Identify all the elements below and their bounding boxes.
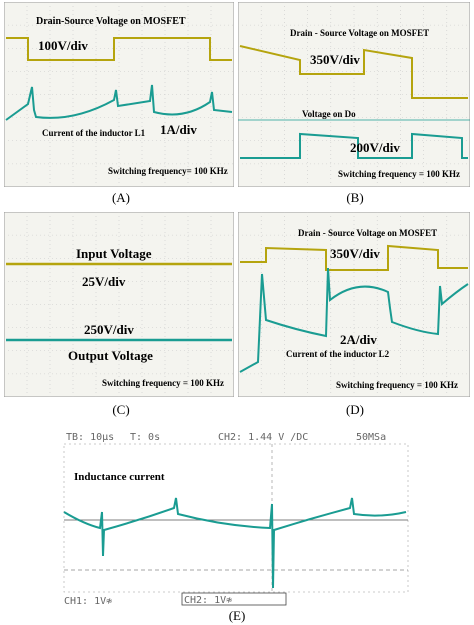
b-title: Drain - Source Voltage on MOSFET bbox=[290, 28, 429, 38]
c-freq: Switching frequency = 100 KHz bbox=[102, 378, 224, 388]
panel-c: Input Voltage 25V/div 250V/div Output Vo… bbox=[4, 212, 234, 397]
grid-b bbox=[238, 2, 470, 187]
series-e-current bbox=[63, 497, 407, 589]
d-title: Drain - Source Voltage on MOSFET bbox=[298, 228, 437, 238]
a-i-scale: 1A/div bbox=[160, 122, 197, 137]
scope-c: Input Voltage 25V/div 250V/div Output Vo… bbox=[4, 212, 234, 397]
a-freq: Switching frequency= 100 KHz bbox=[108, 166, 228, 176]
series-a-current bbox=[5, 84, 233, 121]
series-d-voltage bbox=[240, 244, 468, 271]
e-tb: TB: 10µs bbox=[66, 432, 114, 443]
b-do-label: Voltage on Do bbox=[302, 109, 356, 119]
caption-b: (B) bbox=[346, 190, 364, 205]
a-v-scale: 100V/div bbox=[38, 38, 88, 53]
e-ch1: CH1: 1V≉ bbox=[64, 596, 112, 606]
caption-a: (A) bbox=[111, 190, 131, 205]
scope-a: Drain-Source Voltage on MOSFET 100V/div … bbox=[4, 2, 234, 187]
caption-d: (D) bbox=[345, 402, 365, 417]
c-output: Output Voltage bbox=[68, 348, 153, 363]
grid-c bbox=[4, 212, 234, 397]
e-rate: 50MSa bbox=[356, 432, 386, 443]
series-d-current bbox=[239, 267, 469, 373]
panel-b: Drain - Source Voltage on MOSFET 350V/di… bbox=[238, 2, 470, 187]
c-input: Input Voltage bbox=[76, 246, 152, 261]
panel-e: TB: 10µs T: 0s CH2: 1.44 V /DC 50MSa Ind… bbox=[60, 428, 412, 606]
series-a-voltage bbox=[6, 37, 232, 61]
e-ch2: CH2: 1V≉ bbox=[184, 595, 232, 606]
scope-d: Drain - Source Voltage on MOSFET 350V/di… bbox=[238, 212, 470, 397]
scope-e: TB: 10µs T: 0s CH2: 1.44 V /DC 50MSa Ind… bbox=[60, 428, 412, 606]
b-freq: Switching frequency = 100 KHz bbox=[338, 169, 460, 179]
series-b-do bbox=[240, 132, 468, 159]
series-b-voltage bbox=[239, 45, 468, 99]
b-do-scale: 200V/div bbox=[350, 140, 400, 155]
panel-a: Drain-Source Voltage on MOSFET 100V/div … bbox=[4, 2, 234, 187]
e-t: T: 0s bbox=[130, 432, 160, 443]
caption-c: (C) bbox=[112, 402, 130, 417]
d-current-label: Current of the inductor L2 bbox=[286, 349, 390, 359]
d-freq: Switching frequency = 100 KHz bbox=[336, 380, 458, 390]
c-out-scale: 250V/div bbox=[84, 322, 134, 337]
scope-b: Drain - Source Voltage on MOSFET 350V/di… bbox=[238, 2, 470, 187]
a-title: Drain-Source Voltage on MOSFET bbox=[36, 16, 186, 27]
d-i-scale: 2A/div bbox=[340, 332, 377, 347]
panel-d: Drain - Source Voltage on MOSFET 350V/di… bbox=[238, 212, 470, 397]
d-v-scale: 350V/div bbox=[330, 246, 380, 261]
e-label: Inductance current bbox=[74, 471, 165, 483]
e-ch2-setting: CH2: 1.44 V /DC bbox=[218, 432, 308, 443]
c-in-scale: 25V/div bbox=[82, 274, 126, 289]
a-current-label: Current of the inductor L1 bbox=[42, 128, 146, 138]
b-v-scale: 350V/div bbox=[310, 52, 360, 67]
caption-e: (E) bbox=[228, 608, 246, 623]
